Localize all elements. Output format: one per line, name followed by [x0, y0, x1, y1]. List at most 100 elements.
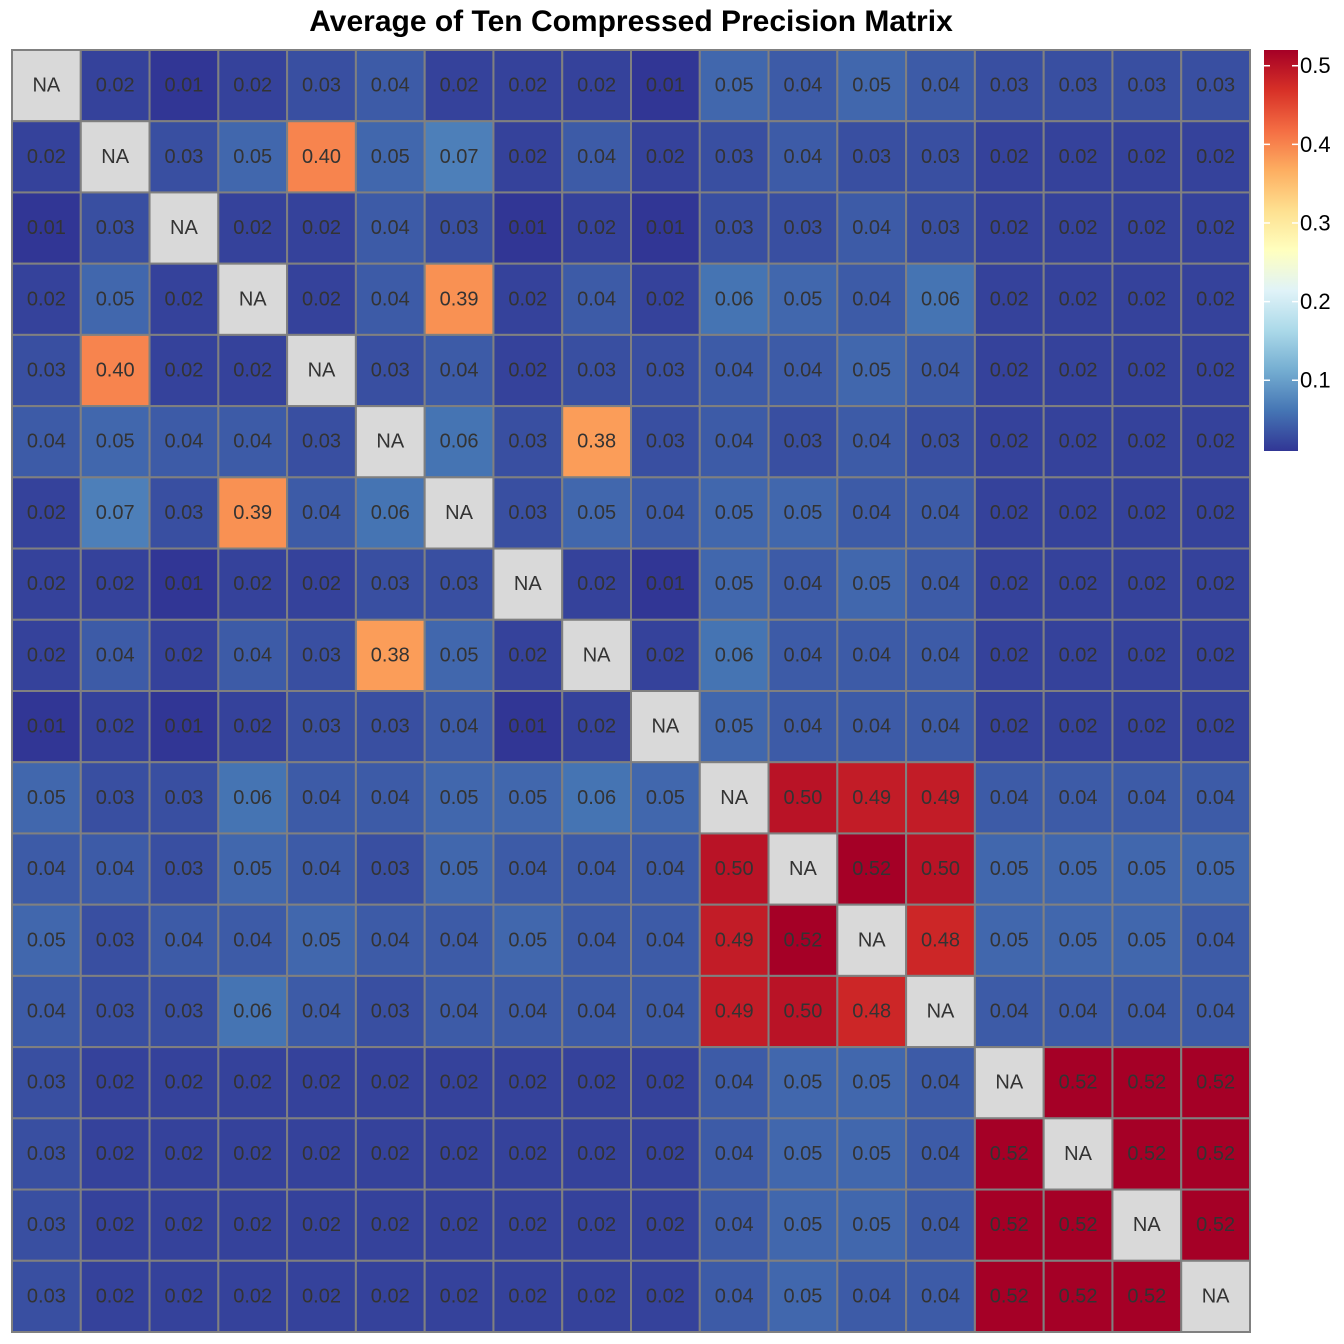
heatmap-cell-value: 0.04 [783, 75, 822, 97]
heatmap-cell [492, 49, 564, 123]
heatmap-cell-value: 0.02 [508, 288, 547, 310]
heatmap-cell [973, 761, 1045, 835]
heatmap-cell [492, 832, 564, 906]
heatmap-cell [1180, 1117, 1251, 1191]
heatmap-cell-value: 0.02 [990, 716, 1029, 738]
heatmap-cell [492, 690, 564, 764]
heatmap-cell [423, 618, 495, 692]
heatmap-cell-value: 0.02 [1196, 288, 1235, 310]
heatmap-cell-na [905, 974, 976, 1049]
heatmap-cell-value: 0.03 [783, 217, 822, 239]
heatmap-cell-value: 0.01 [508, 217, 547, 239]
heatmap-cell-value: 0.38 [577, 431, 616, 453]
heatmap-cell [1111, 405, 1183, 479]
heatmap-cell-value: NA [995, 1072, 1023, 1094]
heatmap-cell-value: 0.02 [233, 716, 272, 738]
heatmap-cell-value: 0.04 [646, 1001, 685, 1023]
heatmap-cell-value: 0.04 [852, 502, 891, 524]
heatmap-cell-value: 0.05 [1196, 858, 1235, 880]
heatmap-cell-value: 0.02 [1127, 146, 1166, 168]
heatmap-cell [767, 120, 839, 194]
heatmap-cell-value: 0.02 [233, 573, 272, 595]
heatmap-cell [836, 1117, 908, 1191]
heatmap-cell [148, 49, 220, 123]
heatmap-cell-value: 0.04 [715, 1214, 754, 1236]
heatmap-cell-value: 0.04 [1059, 787, 1098, 809]
heatmap-cell-value: 0.05 [715, 716, 754, 738]
heatmap-cell-value: 0.03 [27, 1143, 66, 1165]
heatmap-cell [1180, 191, 1251, 265]
heatmap-cell-value: 0.01 [646, 573, 685, 595]
heatmap-cell-value: 0.05 [508, 787, 547, 809]
heatmap-cell-value: 0.02 [302, 1143, 341, 1165]
heatmap-cell [767, 974, 839, 1049]
heatmap-cell [767, 191, 839, 265]
heatmap-cell-value: 0.03 [783, 431, 822, 453]
heatmap-cell [1042, 1259, 1114, 1334]
heatmap-cell-value: 0.03 [508, 431, 547, 453]
legend-tick-label: 0.3 [1300, 210, 1331, 235]
heatmap-cell [286, 690, 357, 764]
heatmap-cell-value: 0.02 [508, 146, 547, 168]
heatmap-cell-value: 0.02 [508, 1143, 547, 1165]
heatmap-cell-value: 0.04 [440, 360, 479, 382]
heatmap-cell-value: 0.52 [783, 929, 822, 951]
heatmap-cell-value: 0.04 [233, 431, 272, 453]
heatmap-cell [286, 974, 357, 1049]
heatmap-cell-value: 0.02 [990, 644, 1029, 666]
heatmap-cell-value: 0.04 [1127, 1001, 1166, 1023]
heatmap-cell-value: 0.02 [577, 1143, 616, 1165]
heatmap-cell [423, 333, 495, 408]
heatmap-cell-value: 0.02 [1127, 288, 1166, 310]
heatmap-cell-value: 0.50 [921, 858, 960, 880]
heatmap-cell-value: 0.02 [1127, 502, 1166, 524]
heatmap-cell-value: 0.05 [852, 75, 891, 97]
heatmap-cell-value: 0.05 [852, 1214, 891, 1236]
heatmap-cell [1042, 547, 1114, 621]
heatmap-cell-value: 0.02 [646, 1143, 685, 1165]
heatmap-cell-value: 0.06 [715, 644, 754, 666]
heatmap-cell-value: 0.06 [233, 1001, 272, 1023]
heatmap-cell-value: 0.05 [233, 858, 272, 880]
heatmap-cell-value: 0.03 [921, 217, 960, 239]
heatmap-cell-value: 0.05 [783, 288, 822, 310]
heatmap-cell-na [148, 191, 220, 265]
heatmap-cell [836, 49, 908, 123]
heatmap-cell [1111, 333, 1183, 408]
heatmap-cell [217, 832, 289, 906]
heatmap-cell [973, 476, 1045, 550]
heatmap-cell [1180, 120, 1251, 194]
heatmap-cell [79, 832, 151, 906]
heatmap-cell-value: 0.05 [440, 787, 479, 809]
heatmap-cell-value: 0.04 [233, 644, 272, 666]
heatmap-cell-value: 0.04 [27, 858, 66, 880]
heatmap-cell [1111, 903, 1183, 977]
heatmap-cell-value: 0.04 [715, 360, 754, 382]
heatmap-cell-value: 0.05 [1127, 858, 1166, 880]
heatmap-cell [11, 262, 82, 336]
heatmap-cell-value: 0.52 [852, 858, 891, 880]
heatmap-cell-value: 0.02 [164, 288, 203, 310]
heatmap-cell-value: 0.02 [508, 644, 547, 666]
heatmap-cell [1042, 1046, 1114, 1120]
heatmap-cell-value: 0.04 [96, 644, 135, 666]
heatmap-cell-value: 0.05 [1127, 929, 1166, 951]
heatmap-cell-value: 0.03 [715, 146, 754, 168]
heatmap-cell [1042, 974, 1114, 1049]
heatmap-cell-value: 0.02 [577, 716, 616, 738]
heatmap-cell [767, 690, 839, 764]
heatmap-cell [836, 690, 908, 764]
heatmap-cell-value: 0.02 [27, 502, 66, 524]
legend-tick-label: 0.2 [1300, 289, 1331, 314]
heatmap-cell-value: 0.02 [577, 1072, 616, 1094]
heatmap-cell-value: NA [927, 1001, 955, 1023]
heatmap-cell-value: 0.03 [302, 431, 341, 453]
heatmap-cell [1180, 618, 1251, 692]
heatmap-cell-value: 0.03 [440, 217, 479, 239]
heatmap-cell-value: 0.04 [164, 929, 203, 951]
heatmap-cell [1111, 1259, 1183, 1334]
heatmap-cell-value: 0.02 [96, 1214, 135, 1236]
heatmap-cell-value: 0.52 [1196, 1214, 1235, 1236]
heatmap-cell-value: 0.04 [440, 1001, 479, 1023]
heatmap-cell-value: 0.01 [508, 716, 547, 738]
